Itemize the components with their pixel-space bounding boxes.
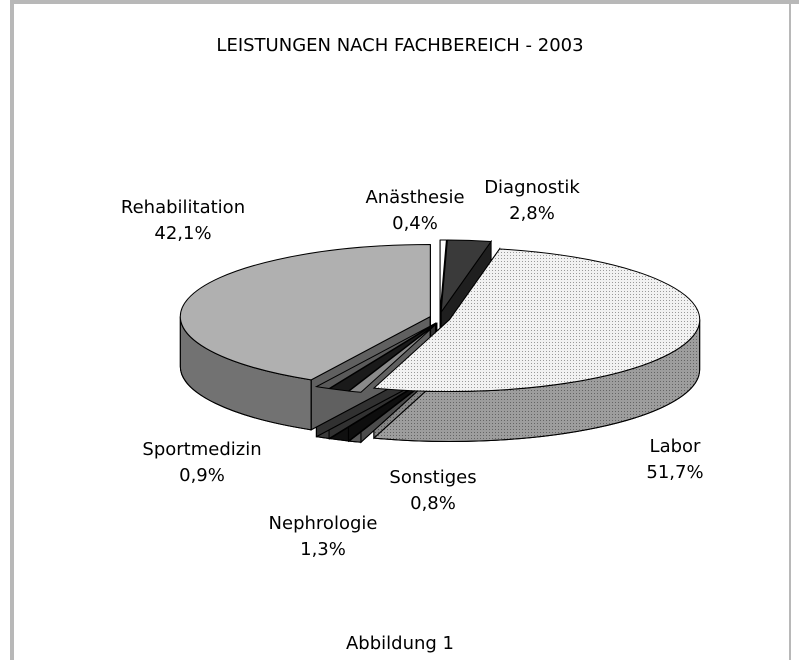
- slice-label: Labor: [650, 436, 701, 457]
- slice-label: Rehabilitation: [121, 197, 245, 218]
- caption: Abbildung 1: [346, 633, 454, 654]
- value-label: 42,1%: [154, 223, 211, 244]
- value-label: 1,3%: [300, 539, 346, 560]
- slice-label: Nephrologie: [269, 513, 378, 534]
- slice: [314, 322, 436, 390]
- value-label: 51,7%: [646, 462, 703, 483]
- value-label: 2,8%: [509, 203, 555, 224]
- slice: [372, 248, 701, 393]
- chart-title: LEISTUNGEN NACH FACHBEREICH - 2003: [216, 35, 583, 56]
- slice-label: Sonstiges: [389, 467, 476, 488]
- slice: [179, 244, 431, 381]
- slice: [439, 239, 447, 313]
- slice-label: Anästhesie: [365, 187, 464, 208]
- value-label: 0,8%: [410, 493, 456, 514]
- slice: [440, 239, 492, 314]
- value-label: 0,9%: [179, 465, 225, 486]
- slice-label: Diagnostik: [484, 177, 580, 198]
- slice-label: Sportmedizin: [142, 439, 261, 460]
- value-label: 0,4%: [392, 213, 438, 234]
